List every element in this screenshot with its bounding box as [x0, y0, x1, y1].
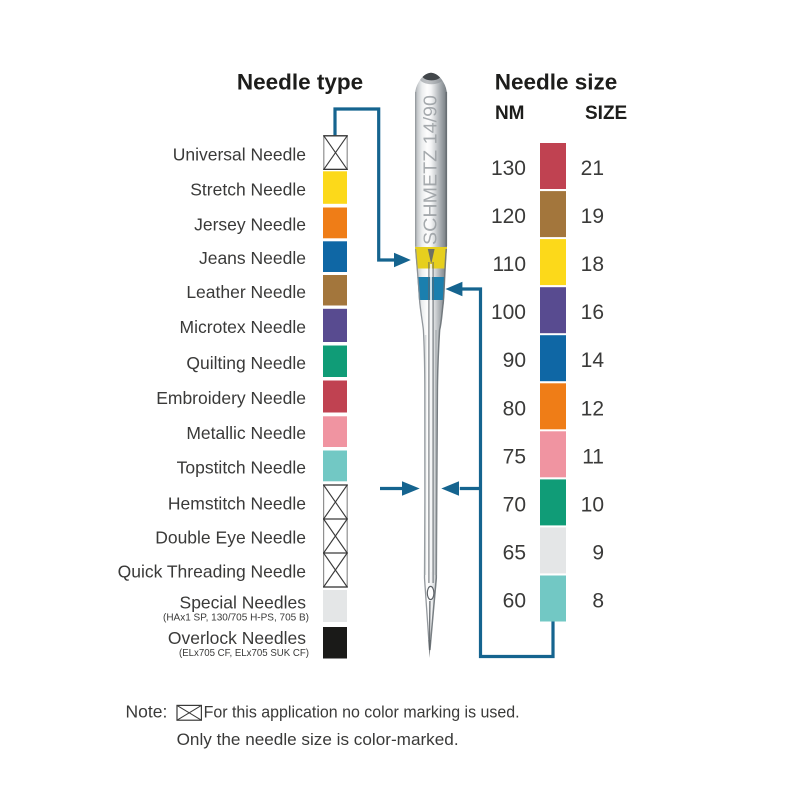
svg-text:SIZE: SIZE: [585, 103, 627, 124]
svg-text:Metallic Needle: Metallic Needle: [186, 423, 306, 443]
svg-text:Stretch Needle: Stretch Needle: [190, 180, 306, 200]
svg-text:NM: NM: [495, 103, 525, 124]
svg-text:Note:: Note:: [126, 702, 168, 722]
svg-text:110: 110: [493, 253, 526, 276]
svg-text:80: 80: [503, 397, 526, 420]
svg-text:Only the needle size is color-: Only the needle size is color-marked.: [177, 730, 459, 749]
svg-text:Quilting Needle: Quilting Needle: [186, 353, 306, 373]
svg-text:8: 8: [592, 590, 604, 613]
svg-text:Overlock Needles: Overlock Needles: [168, 628, 306, 648]
svg-text:11: 11: [582, 445, 604, 468]
svg-text:SCHMETZ 14/90: SCHMETZ 14/90: [420, 95, 441, 245]
svg-text:70: 70: [503, 493, 526, 516]
svg-text:Leather Needle: Leather Needle: [186, 282, 306, 302]
svg-text:Quick Threading Needle: Quick Threading Needle: [118, 562, 306, 582]
svg-text:Universal Needle: Universal Needle: [173, 144, 306, 164]
svg-text:75: 75: [503, 445, 526, 468]
svg-text:100: 100: [491, 301, 526, 324]
svg-text:Microtex Needle: Microtex Needle: [180, 317, 306, 337]
svg-text:Needle size: Needle size: [495, 70, 618, 95]
svg-text:(HAx1 SP, 130/705 H-PS, 705 B): (HAx1 SP, 130/705 H-PS, 705 B): [163, 612, 309, 624]
svg-text:130: 130: [491, 157, 526, 180]
svg-text:Embroidery Needle: Embroidery Needle: [156, 388, 306, 408]
svg-text:Jeans Needle: Jeans Needle: [199, 248, 306, 268]
svg-text:19: 19: [581, 205, 604, 228]
svg-text:Double Eye Needle: Double Eye Needle: [155, 528, 306, 548]
svg-text:Hemstitch Needle: Hemstitch Needle: [168, 493, 306, 513]
svg-text:Needle type: Needle type: [237, 70, 363, 95]
svg-text:Jersey Needle: Jersey Needle: [194, 214, 306, 234]
svg-text:Topstitch Needle: Topstitch Needle: [177, 457, 306, 477]
svg-text:For this application no color: For this application no color marking is…: [204, 703, 520, 722]
svg-text:12: 12: [581, 397, 604, 420]
svg-text:120: 120: [491, 205, 526, 228]
svg-text:16: 16: [581, 301, 604, 324]
svg-text:21: 21: [581, 157, 604, 180]
svg-text:Special Needles: Special Needles: [180, 593, 307, 613]
svg-text:60: 60: [503, 590, 526, 613]
svg-text:9: 9: [592, 541, 604, 564]
svg-text:65: 65: [503, 541, 526, 564]
svg-text:(ELx705 CF, ELx705 SUK CF): (ELx705 CF, ELx705 SUK CF): [179, 647, 309, 659]
svg-text:18: 18: [581, 253, 604, 276]
svg-text:14: 14: [581, 349, 605, 372]
svg-text:10: 10: [581, 493, 604, 516]
svg-text:90: 90: [503, 349, 526, 372]
